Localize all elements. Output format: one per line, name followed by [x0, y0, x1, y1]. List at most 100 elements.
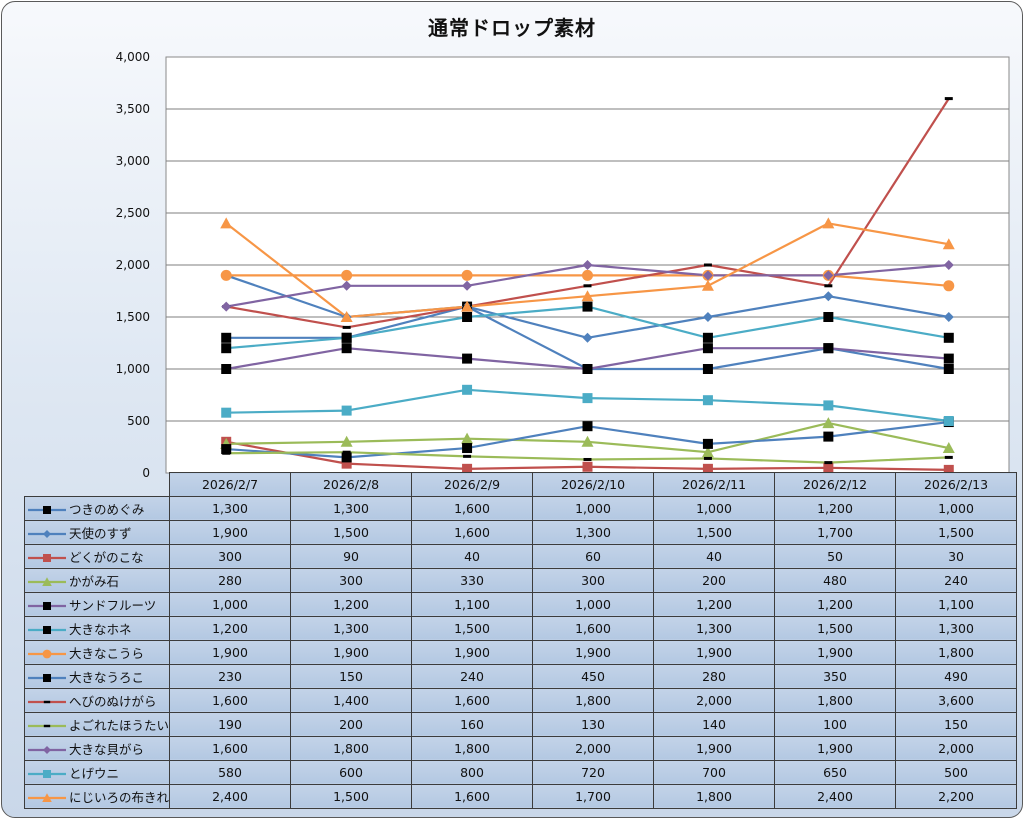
data-label: 300 — [532, 567, 655, 593]
data-label: 1,700 — [774, 519, 897, 545]
marker-diamond — [43, 746, 51, 754]
marker-dash — [703, 263, 712, 267]
data-label: 3,600 — [895, 687, 1018, 713]
marker-square — [221, 364, 232, 374]
corner-cell — [25, 473, 170, 497]
data-table-row: どくがのこな 300 90 40 60 40 50 30 — [23, 543, 1018, 569]
legend-entry: 大きなホネ — [23, 615, 171, 641]
legend-key-icon — [28, 506, 66, 514]
data-label: 650 — [774, 759, 897, 785]
x-tick-label: 2026/2/9 — [411, 472, 534, 497]
data-label: 1,200 — [169, 615, 292, 641]
marker-diamond — [943, 260, 954, 270]
data-label: 330 — [411, 567, 534, 593]
marker-square — [221, 407, 232, 418]
marker-square — [582, 393, 593, 404]
data-label: 1,200 — [774, 591, 897, 617]
data-label: 1,300 — [169, 495, 292, 521]
data-label: 140 — [653, 711, 776, 737]
legend-label: 大きな貝がら — [69, 741, 145, 757]
data-label: 2,200 — [895, 783, 1018, 809]
y-tick-label: 2,000 — [116, 258, 150, 272]
data-label: 1,900 — [532, 639, 655, 665]
marker-dash — [944, 455, 953, 459]
legend-label: つきのめぐみ — [69, 501, 145, 517]
x-tick-label: 2026/2/7 — [169, 472, 292, 497]
legend-key-icon — [28, 626, 66, 634]
data-label: 300 — [290, 567, 413, 593]
data-label: 1,900 — [169, 519, 292, 545]
data-label: 600 — [290, 759, 413, 785]
x-tick-label: 2026/2/13 — [895, 472, 1018, 497]
legend-label: とげウニ — [69, 765, 120, 781]
marker-square — [43, 626, 51, 634]
legend-entry: かがみ石 — [23, 567, 171, 593]
y-tick-label: 1,500 — [116, 310, 150, 324]
marker-diamond — [221, 301, 232, 312]
y-tick-label: 0 — [142, 466, 150, 480]
data-table-row: 大きなこうら 1,900 1,900 1,900 1,900 1,900 1,900 1,80… — [23, 639, 1018, 665]
marker-triangle — [942, 238, 955, 250]
series-markers — [220, 97, 955, 475]
data-label: 100 — [774, 711, 897, 737]
data-label: 1,400 — [290, 687, 413, 713]
data-label: 240 — [411, 663, 534, 689]
marker-square — [823, 343, 834, 354]
marker-square — [221, 332, 232, 343]
legend-entry: よごれたほうたい — [23, 711, 171, 737]
marker-diamond — [341, 280, 352, 291]
data-label: 1,500 — [411, 615, 534, 641]
data-label: 40 — [411, 543, 534, 569]
marker-circle — [461, 269, 473, 281]
legend-key-icon — [28, 602, 66, 610]
legend-entry: にじいろの布きれ — [23, 783, 171, 809]
data-table-row: へびのぬけがら 1,600 1,400 1,600 1,800 2,000 1,800 3,6… — [23, 687, 1018, 713]
marker-diamond — [823, 291, 834, 302]
marker-square — [582, 421, 593, 432]
legend-key-icon — [28, 530, 66, 538]
data-label: 40 — [653, 543, 776, 569]
data-label: 150 — [895, 711, 1018, 737]
legend-entry: へびのぬけがら — [23, 687, 171, 713]
data-table-row: サンドフルーツ 1,000 1,200 1,100 1,000 1,200 1,200 1,1… — [23, 591, 1018, 617]
marker-triangle — [581, 435, 594, 447]
x-tick-label: 2026/2/8 — [290, 472, 413, 497]
data-label: 800 — [411, 759, 534, 785]
data-table-row: 天使のすず 1,900 1,500 1,600 1,300 1,500 1,700 1,500 — [23, 519, 1018, 545]
legend-label: サンドフルーツ — [69, 597, 157, 613]
marker-dash — [944, 97, 953, 101]
marker-square — [582, 301, 593, 312]
data-label: 1,200 — [653, 591, 776, 617]
legend-label: 天使のすず — [69, 525, 132, 541]
data-label: 700 — [653, 759, 776, 785]
y-tick-label: 3,000 — [116, 154, 150, 168]
marker-dash — [824, 284, 833, 288]
data-label: 1,300 — [653, 615, 776, 641]
data-table-header: 2026/2/7 2026/2/8 2026/2/9 2026/2/10 2026/2/… — [25, 472, 1018, 497]
marker-square — [823, 400, 834, 411]
legend-key-icon — [28, 793, 66, 802]
legend-key-icon — [28, 700, 66, 704]
data-label: 1,900 — [653, 735, 776, 761]
data-label: 1,800 — [411, 735, 534, 761]
data-label: 1,300 — [290, 615, 413, 641]
marker-triangle — [42, 577, 52, 586]
data-label: 2,000 — [532, 735, 655, 761]
marker-square — [823, 462, 834, 473]
marker-circle — [42, 649, 52, 659]
marker-square — [462, 443, 473, 454]
marker-square — [943, 464, 954, 475]
marker-square — [341, 458, 352, 469]
marker-square — [582, 364, 593, 374]
legend-entry: 大きな貝がら — [23, 735, 171, 761]
data-label: 280 — [169, 567, 292, 593]
data-label: 490 — [895, 663, 1018, 689]
marker-triangle — [42, 793, 52, 802]
data-label: 280 — [653, 663, 776, 689]
legend-label: かがみ石 — [69, 573, 120, 589]
marker-triangle — [340, 435, 353, 447]
marker-circle — [220, 269, 232, 281]
data-label: 130 — [532, 711, 655, 737]
marker-circle — [582, 269, 593, 281]
